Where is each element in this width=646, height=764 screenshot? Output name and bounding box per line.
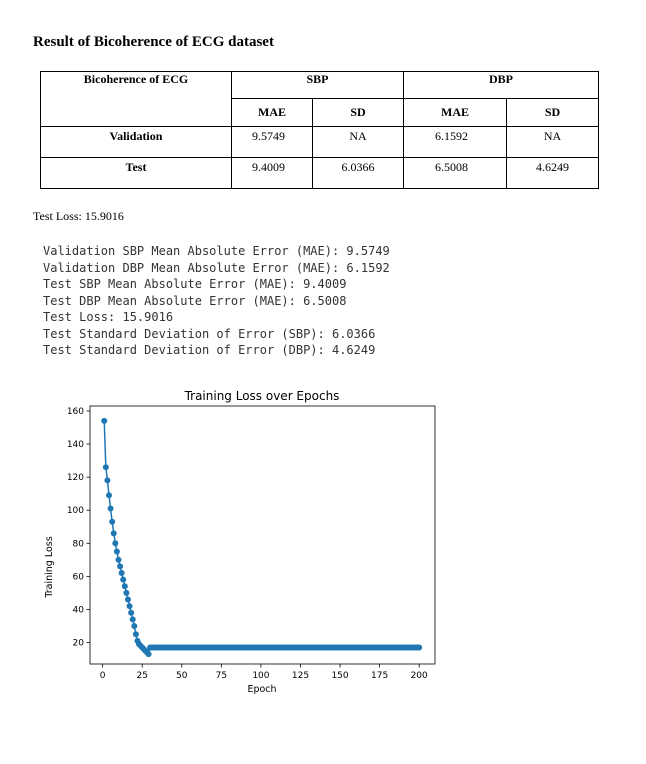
loss-point [101, 417, 108, 424]
loss-series [101, 417, 423, 658]
loss-line [103, 420, 420, 656]
cell-value: 6.1592 [403, 126, 508, 158]
cell-value: NA [311, 126, 405, 158]
training-loss-chart: Training Loss over Epochs 0 25 50 75 100 125 1… [44, 389, 436, 695]
y-axis-label: Training Loss [44, 536, 55, 598]
x-tick-label: 0 [100, 671, 106, 681]
y-tick-label: 100 [67, 506, 84, 516]
console-output: Validation SBP Mean Absolute Error (MAE)… [43, 243, 390, 359]
x-tick-label: 50 [176, 671, 188, 681]
loss-point [113, 548, 120, 555]
loss-point [104, 477, 111, 484]
x-tick-label: 200 [411, 671, 428, 681]
y-tick-label: 40 [73, 605, 85, 615]
console-line: Test Standard Deviation of Error (SBP): … [43, 326, 376, 341]
sbp-sd-header: SD [311, 98, 405, 127]
x-tick-label: 150 [331, 671, 348, 681]
loss-point [109, 518, 116, 525]
test-loss-text: Test Loss: 15.9016 [33, 209, 124, 223]
table-row: Validation 9.5749 NA 6.1592 NA [40, 126, 600, 158]
plot-frame [89, 405, 436, 665]
cell-value: 6.5008 [403, 157, 508, 189]
loss-point [416, 644, 423, 651]
axes-frame [89, 405, 436, 665]
y-tick-label: 140 [67, 440, 84, 450]
cell-value: NA [506, 126, 600, 158]
sbp-group-header: SBP [230, 71, 405, 99]
console-line: Validation DBP Mean Absolute Error (MAE)… [43, 260, 390, 275]
loss-point [115, 556, 122, 563]
table-corner-header: Bicoherence of ECG [40, 71, 232, 127]
x-axis-ticks: 0 25 50 75 100 125 150 175 200 [100, 664, 428, 681]
x-tick-label: 125 [292, 671, 309, 681]
x-tick-label: 75 [216, 671, 227, 681]
loss-point [131, 622, 138, 629]
x-tick-label: 25 [136, 671, 147, 681]
loss-point [117, 563, 124, 570]
console-line: Test SBP Mean Absolute Error (MAE): 9.40… [43, 277, 347, 291]
table-row: Test 9.4009 6.0366 6.5008 4.6249 [40, 157, 600, 189]
loss-point [124, 596, 131, 603]
sbp-mae-header: MAE [231, 98, 313, 127]
loss-point [123, 589, 130, 596]
results-table: Bicoherence of ECG SBP DBP MAE SD MAE SD… [40, 71, 600, 189]
loss-point [145, 651, 152, 658]
loss-point [105, 492, 112, 499]
dbp-group-header: DBP [403, 71, 600, 99]
x-tick-label: 175 [371, 671, 388, 681]
loss-point [107, 505, 114, 512]
console-line: Validation SBP Mean Absolute Error (MAE)… [43, 244, 390, 258]
loss-point [129, 616, 136, 623]
loss-point [118, 570, 125, 577]
row-label-validation: Validation [40, 126, 232, 158]
loss-point [128, 609, 135, 616]
loss-point [120, 576, 127, 583]
console-line: Test Standard Deviation of Error (DBP): … [43, 343, 376, 357]
x-axis-label: Epoch [247, 684, 276, 695]
y-tick-label: 60 [73, 572, 85, 582]
row-label-test: Test [40, 157, 232, 189]
cell-value: 9.5749 [231, 126, 313, 158]
cell-value: 9.4009 [231, 157, 313, 189]
console-line: Test DBP Mean Absolute Error (MAE): 6.50… [43, 293, 347, 308]
loss-point [121, 583, 128, 590]
console-line: Test Loss: 15.9016 [43, 310, 174, 324]
loss-point [112, 540, 119, 547]
y-tick-label: 160 [67, 407, 84, 417]
cell-value: 6.0366 [311, 157, 405, 189]
loss-point [102, 464, 109, 471]
loss-point [126, 603, 133, 610]
dbp-sd-header: SD [506, 98, 600, 127]
dbp-mae-header: MAE [403, 98, 508, 127]
loss-point [110, 530, 117, 537]
cell-value: 4.6249 [506, 157, 600, 189]
chart-title: Training Loss over Epochs [184, 389, 340, 403]
y-axis-ticks: 20 40 60 80 100 120 140 160 [67, 407, 90, 649]
loss-point [132, 631, 139, 638]
x-tick-label: 100 [252, 671, 269, 681]
document-title: Result of Bicoherence of ECG dataset [33, 34, 274, 50]
y-tick-label: 20 [73, 639, 85, 649]
y-tick-label: 120 [67, 473, 84, 483]
y-tick-label: 80 [73, 539, 85, 549]
